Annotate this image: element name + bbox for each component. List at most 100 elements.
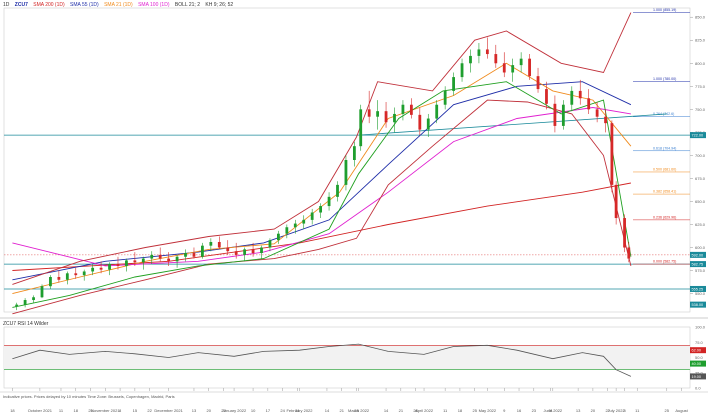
- y-tick-label: 550.0: [695, 291, 706, 296]
- price-tag-box: [690, 132, 706, 139]
- x-tick-label: 5: [623, 408, 626, 413]
- rsi-legend: ZCU7 RSI 14 Wilder: [3, 321, 49, 327]
- x-tick-label: 31: [548, 408, 553, 413]
- rsi-series-line: [12, 343, 632, 377]
- overlay-boll-upper: [12, 12, 632, 285]
- candle-body: [426, 118, 430, 130]
- price-tag-box: [690, 261, 706, 268]
- price-tag-label: 722.00: [692, 134, 704, 138]
- price-tag-box: [690, 251, 706, 258]
- candle-body: [401, 104, 405, 114]
- candle-body: [234, 251, 238, 255]
- candle-body: [435, 104, 439, 119]
- x-tick-label: 20: [591, 408, 596, 413]
- footer-note: Indicative prices. Prices delayed by 10 …: [3, 394, 175, 399]
- candle-body: [610, 123, 614, 185]
- y-tick-label: 675.0: [695, 176, 706, 181]
- x-tick-label: August: [675, 408, 688, 413]
- rsi-tag-box: [690, 373, 706, 380]
- candle-body: [192, 253, 196, 257]
- fib-level-label: 0.000 (582.75): [653, 260, 676, 264]
- candle-body: [627, 247, 631, 259]
- candle-body: [460, 63, 464, 78]
- overlay-sma21: [12, 62, 632, 295]
- x-tick-label: 24: [280, 408, 285, 413]
- x-tick-label: November 2021: [91, 408, 120, 413]
- x-tick-label: October 2021: [28, 408, 53, 413]
- y-tick-label: 625.0: [695, 222, 706, 227]
- price-tag-label: 555.25: [692, 287, 704, 291]
- candle-body: [175, 256, 179, 262]
- candle-body: [344, 160, 348, 185]
- candle-body: [217, 241, 221, 248]
- rsi-y-tick-label: 25.0: [695, 370, 704, 375]
- candle-body: [469, 55, 472, 64]
- candle-body: [82, 271, 86, 276]
- legend-sma200: SMA 200 (1D): [33, 2, 65, 8]
- x-tick-label: 20: [207, 408, 212, 413]
- candle-body: [125, 260, 128, 266]
- x-tick-label: 15: [133, 408, 138, 413]
- rsi-y-tick-label: 0.0: [695, 386, 701, 391]
- x-tick-label: 21: [399, 408, 404, 413]
- legend-sma55: SMA 55 (1D): [70, 2, 99, 8]
- price-tag-label: 592.00: [692, 253, 704, 257]
- candle-body: [293, 223, 297, 228]
- x-tick-label: 17: [266, 408, 271, 413]
- fib-level-label: 1.000 (780.00): [653, 77, 676, 81]
- candle-body: [485, 49, 489, 55]
- price-tag-box: [690, 301, 706, 308]
- candle-body: [40, 286, 44, 298]
- y-tick-label: 575.0: [695, 268, 706, 273]
- overlay-sma100: [12, 107, 631, 267]
- x-tick-label: 27: [605, 408, 610, 413]
- rsi-tag-label: 62.00: [692, 349, 702, 353]
- price-panel-frame: [3, 7, 691, 313]
- rsi-y-tick-label: 75.0: [695, 340, 704, 345]
- candle-body: [277, 233, 280, 241]
- candle-body: [260, 247, 263, 254]
- price-tag-label: 538.00: [692, 303, 704, 307]
- trendline: [358, 113, 667, 136]
- rsi-y-tick-label: 100.0: [695, 325, 706, 330]
- legend-boll: BOLL 21; 2: [174, 2, 200, 8]
- y-tick-label: 600.0: [695, 245, 706, 250]
- legend-symbol: ZCU7: [14, 2, 28, 8]
- x-tick-label: 13: [192, 408, 197, 413]
- candle-body: [359, 109, 363, 147]
- price-tag-box: [690, 285, 706, 292]
- y-tick-label: 850.0: [695, 15, 706, 20]
- x-tick-label: 31: [295, 408, 300, 413]
- candle-body: [477, 49, 481, 56]
- legend-kh: KH 9; 26; 52: [205, 2, 234, 8]
- x-tick-label: 11: [635, 408, 640, 413]
- candle-body: [604, 116, 607, 124]
- candle-body: [209, 241, 213, 246]
- x-tick-label: February 2022: [286, 408, 313, 413]
- x-tick-label: 11: [443, 408, 448, 413]
- rsi-tag-box: [690, 347, 706, 354]
- candle-body: [91, 267, 95, 272]
- y-tick-label: 825.0: [695, 38, 706, 43]
- rsi-tag-label: 19.00: [692, 375, 702, 379]
- candle-body: [595, 109, 599, 117]
- candle-body: [528, 58, 531, 77]
- candle-body: [393, 113, 396, 123]
- candle-body: [352, 146, 356, 160]
- candle-body: [443, 90, 447, 105]
- candle-body: [32, 297, 35, 301]
- price-tag-label: 582.75: [692, 263, 704, 267]
- candle-body: [545, 89, 548, 104]
- x-tick-label: January 2022: [222, 408, 247, 413]
- x-tick-label: 13: [576, 408, 581, 413]
- fib-level-label: 0.236 (629.96): [653, 215, 676, 219]
- candle-body: [49, 276, 52, 287]
- fib-level-label: 1.000 (855.19): [653, 8, 676, 12]
- candle-body: [150, 254, 154, 259]
- candle-body: [494, 54, 498, 64]
- overlay-sma55: [12, 81, 632, 281]
- legend-sma100: SMA 100 (1D): [138, 2, 170, 8]
- rsi-tag-box: [690, 360, 706, 367]
- candle-body: [65, 273, 69, 280]
- fib-level-label: 0.382 (658.41): [653, 190, 676, 194]
